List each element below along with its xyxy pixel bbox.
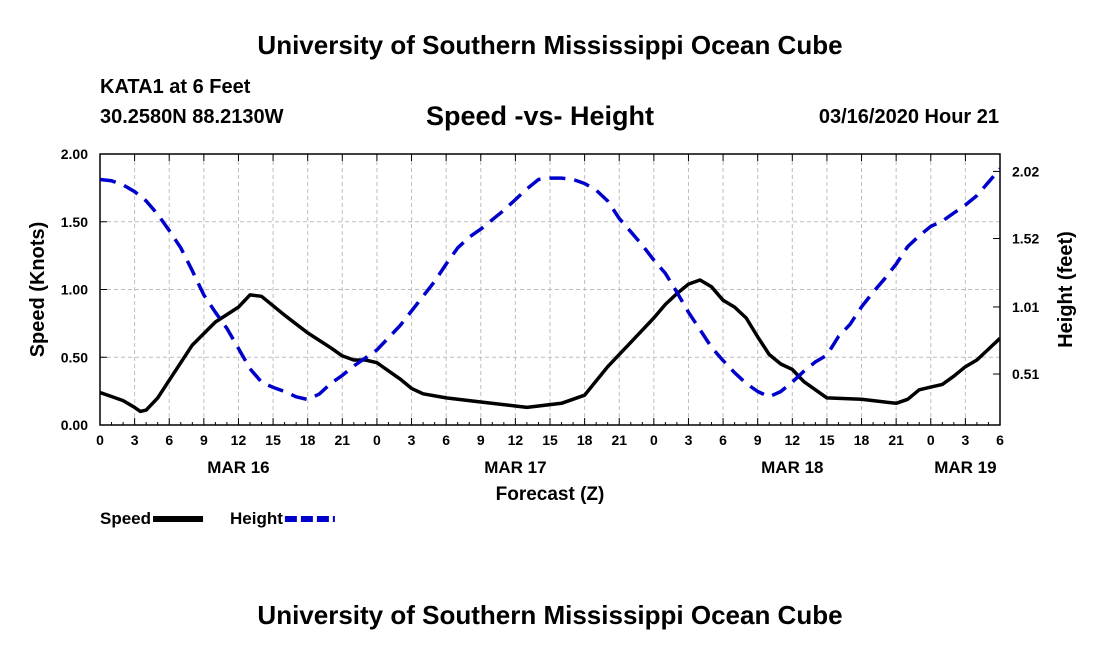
x-tick-label: 21 bbox=[888, 432, 904, 448]
x-tick-label: 6 bbox=[165, 432, 173, 448]
x-tick-label: 21 bbox=[335, 432, 351, 448]
x-tick-label: 12 bbox=[785, 432, 801, 448]
x-tick-label: 18 bbox=[300, 432, 316, 448]
y2-tick-label: 1.01 bbox=[1012, 299, 1039, 315]
x-tick-label: 6 bbox=[719, 432, 727, 448]
x-tick-label: 0 bbox=[927, 432, 935, 448]
x-tick-label: 6 bbox=[442, 432, 450, 448]
x-tick-label: 9 bbox=[477, 432, 485, 448]
x-axis-title: Forecast (Z) bbox=[496, 484, 605, 505]
series-line-speed bbox=[100, 278, 1000, 414]
x-tick-label: 3 bbox=[961, 432, 969, 448]
x-tick-label: 0 bbox=[373, 432, 381, 448]
y-tick-label: 0.50 bbox=[61, 349, 88, 365]
x-tick-label: 0 bbox=[96, 432, 104, 448]
x-tick-label: 3 bbox=[685, 432, 693, 448]
y2-tick-label: 0.51 bbox=[1012, 366, 1039, 382]
x-tick-label: 18 bbox=[577, 432, 593, 448]
x-date-label: MAR 18 bbox=[761, 458, 823, 477]
station-label: KATA1 at 6 Feet bbox=[100, 76, 251, 98]
x-date-label: MAR 19 bbox=[934, 458, 996, 477]
y2-tick-label: 1.52 bbox=[1012, 231, 1039, 247]
x-tick-label: 21 bbox=[611, 432, 627, 448]
x-tick-label: 15 bbox=[819, 432, 835, 448]
x-tick-label: 0 bbox=[650, 432, 658, 448]
forecast-datetime: 03/16/2020 Hour 21 bbox=[818, 106, 999, 128]
y-tick-label: 1.00 bbox=[61, 282, 88, 298]
legend-label-speed: Speed bbox=[100, 509, 151, 528]
y-tick-label: 2.00 bbox=[61, 146, 88, 162]
y2-axis-title: Height (feet) bbox=[1055, 231, 1077, 348]
legend-label-height: Height bbox=[230, 509, 283, 528]
x-tick-label: 12 bbox=[508, 432, 524, 448]
x-date-label: MAR 16 bbox=[207, 458, 269, 477]
footer-title: University of Southern Mississippi Ocean… bbox=[257, 600, 843, 630]
x-tick-label: 15 bbox=[542, 432, 558, 448]
station-coordinates: 30.2580N 88.2130W bbox=[100, 106, 284, 128]
y-axis-title: Speed (Knots) bbox=[27, 222, 49, 358]
chart-subtitle: Speed -vs- Height bbox=[426, 101, 655, 131]
x-tick-label: 15 bbox=[265, 432, 281, 448]
y2-tick-label: 2.02 bbox=[1012, 163, 1039, 179]
y-tick-label: 0.00 bbox=[61, 417, 88, 433]
chart-title: University of Southern Mississippi Ocean… bbox=[257, 30, 843, 60]
x-tick-label: 18 bbox=[854, 432, 870, 448]
x-date-label: MAR 17 bbox=[484, 458, 546, 477]
y-tick-label: 1.50 bbox=[61, 214, 88, 230]
x-tick-label: 6 bbox=[996, 432, 1004, 448]
x-tick-label: 3 bbox=[408, 432, 416, 448]
x-tick-label: 9 bbox=[754, 432, 762, 448]
series-line-height bbox=[100, 167, 1000, 402]
x-tick-label: 12 bbox=[231, 432, 247, 448]
x-tick-label: 9 bbox=[200, 432, 208, 448]
x-tick-label: 3 bbox=[131, 432, 139, 448]
